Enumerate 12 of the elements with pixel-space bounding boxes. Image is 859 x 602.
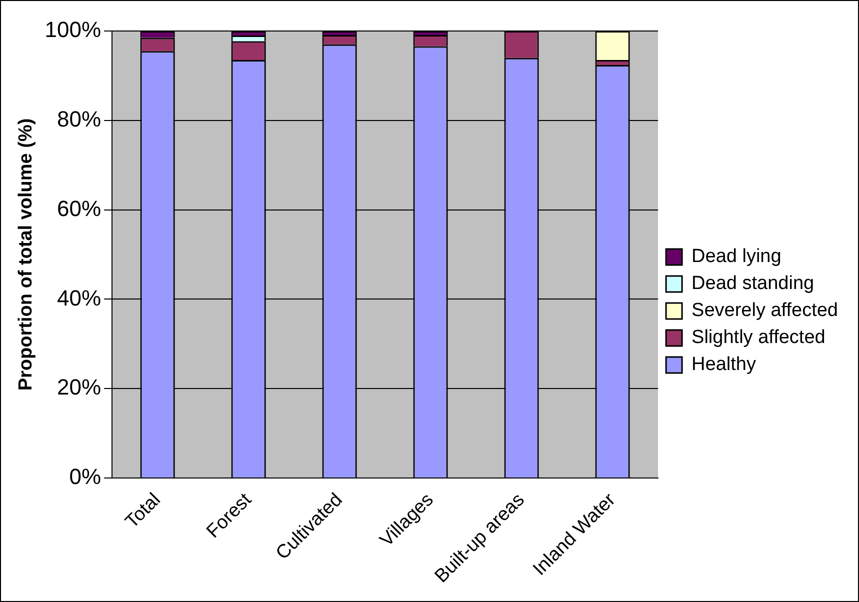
legend-label: Severely affected [692,300,838,322]
y-tick-label: 20% [57,374,102,400]
y-axis-title: Proportion of total volume (%) [16,118,37,391]
y-tick-label: 0% [69,464,102,490]
legend-label: Slightly affected [692,327,826,348]
y-tick-label: 40% [57,285,102,310]
legend-label: Healthy [692,354,756,376]
y-tick-label: 60% [57,196,102,221]
legend-label: Dead standing [692,273,814,294]
y-tick-label: 80% [57,106,102,132]
y-tick-label: 100% [44,17,102,42]
legend-label: Dead lying [692,246,782,268]
